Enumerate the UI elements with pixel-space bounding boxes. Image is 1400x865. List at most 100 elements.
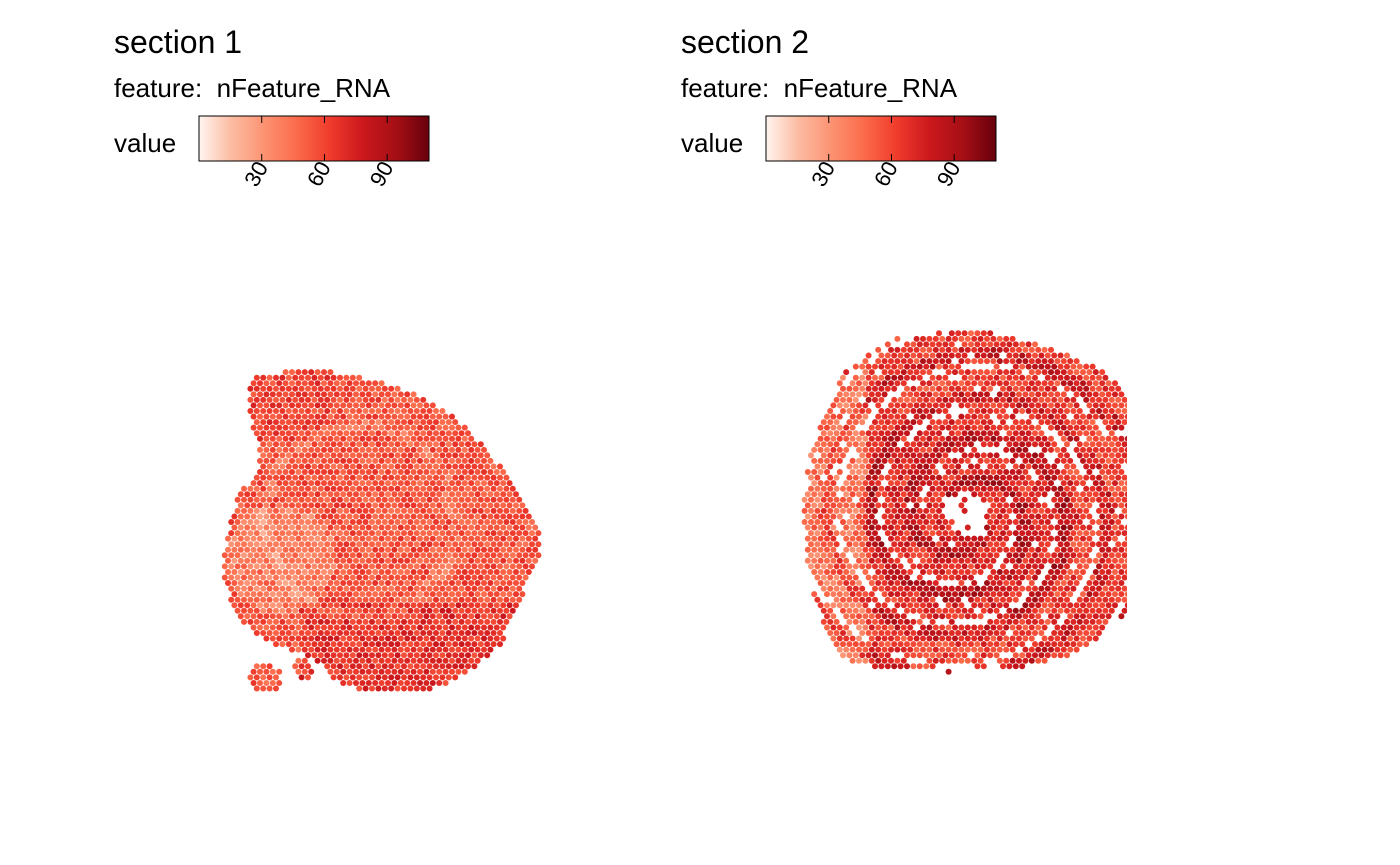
spot	[247, 618, 254, 625]
spot	[381, 574, 388, 581]
spot	[852, 641, 859, 648]
spot	[279, 563, 286, 570]
spot	[907, 580, 914, 586]
spot	[904, 541, 910, 548]
spot	[827, 563, 834, 570]
spot	[381, 385, 388, 392]
spot	[308, 546, 315, 553]
spot	[1073, 380, 1080, 387]
spot	[385, 602, 391, 609]
spot	[228, 596, 235, 603]
spot	[1016, 469, 1022, 475]
spot	[413, 507, 420, 514]
spot	[926, 546, 933, 553]
spot	[932, 457, 939, 464]
spot	[849, 646, 856, 653]
spot	[257, 502, 263, 509]
spot	[372, 380, 379, 387]
spot	[404, 446, 411, 453]
spot	[413, 541, 420, 548]
spot	[897, 452, 904, 459]
spot	[1048, 380, 1054, 387]
spot	[260, 574, 267, 581]
spot	[1121, 419, 1127, 426]
spot	[241, 607, 247, 614]
spot	[260, 530, 267, 537]
spot	[1108, 474, 1115, 481]
spot	[888, 424, 894, 431]
spot	[231, 546, 238, 553]
spot	[1083, 496, 1090, 503]
spot	[904, 385, 910, 392]
spot	[897, 519, 904, 525]
spot	[324, 630, 331, 636]
spot	[455, 491, 462, 498]
spot	[1041, 358, 1048, 365]
spot	[840, 374, 846, 381]
spot	[513, 569, 519, 575]
spot	[337, 419, 343, 426]
spot	[964, 380, 971, 387]
spot	[916, 363, 923, 370]
spot	[1006, 552, 1013, 559]
spot	[958, 624, 965, 631]
spot	[942, 352, 949, 359]
spot	[913, 480, 920, 487]
spot	[891, 530, 898, 537]
spot	[311, 463, 318, 470]
spot	[1086, 369, 1093, 376]
spot	[452, 519, 459, 525]
spot	[814, 496, 821, 503]
spot	[849, 457, 856, 464]
spot	[269, 635, 276, 642]
spot	[493, 513, 500, 520]
spot	[913, 491, 920, 498]
spot	[381, 552, 388, 559]
spot	[394, 574, 401, 581]
spot	[830, 635, 837, 642]
spot	[458, 452, 465, 459]
spot	[452, 474, 459, 481]
spot	[1044, 463, 1051, 470]
spot	[394, 652, 401, 659]
spot	[1121, 396, 1127, 403]
spot	[942, 363, 949, 370]
spot	[461, 546, 468, 553]
spot	[484, 530, 491, 537]
spot	[257, 469, 263, 475]
spot	[907, 424, 914, 431]
spot	[952, 646, 958, 653]
spot	[362, 674, 369, 681]
spot	[311, 374, 318, 381]
spot	[891, 385, 898, 392]
spot	[824, 413, 830, 420]
spot	[888, 380, 894, 387]
spot	[257, 569, 263, 575]
spot	[465, 630, 471, 636]
spot	[481, 546, 487, 553]
spot	[237, 602, 244, 609]
spot	[529, 541, 535, 548]
spot	[337, 507, 343, 514]
spot	[263, 457, 270, 464]
spot	[346, 524, 353, 531]
spot	[417, 435, 423, 442]
spot	[221, 563, 228, 570]
spot	[907, 646, 914, 653]
spot	[920, 457, 926, 464]
spot	[884, 496, 891, 503]
spot	[968, 374, 974, 381]
spot	[910, 485, 917, 492]
spot	[253, 607, 260, 614]
spot	[913, 446, 920, 453]
spot	[356, 552, 363, 559]
spot	[1096, 463, 1102, 470]
spot	[420, 685, 427, 692]
spot	[852, 408, 859, 414]
spot	[920, 346, 926, 353]
spot	[449, 524, 455, 531]
spot	[1099, 369, 1106, 376]
spot	[375, 641, 382, 648]
spot	[840, 585, 846, 592]
spot	[897, 541, 904, 548]
